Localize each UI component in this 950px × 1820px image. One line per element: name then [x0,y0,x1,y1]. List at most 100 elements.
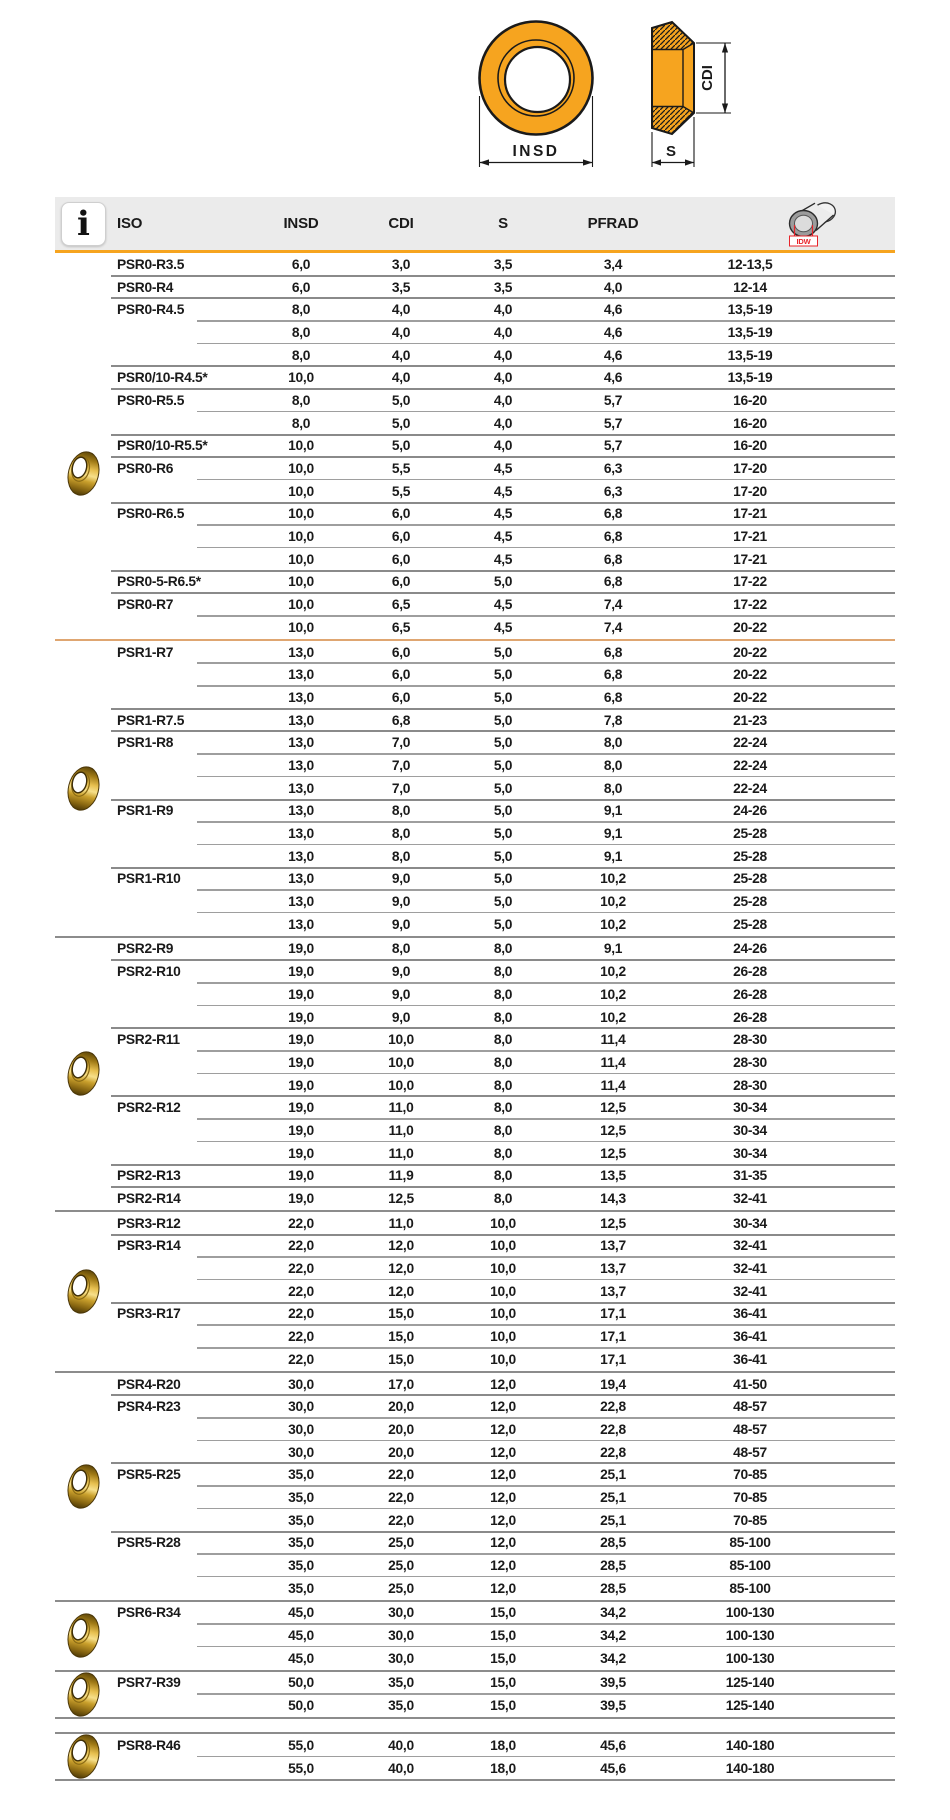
row-separator [197,320,895,322]
cell-pfrad: 5,7 [603,415,623,431]
workpiece-tube-icon: IDW [783,200,839,254]
cell-pfrad: 13,7 [600,1238,626,1254]
cell-pfrad: 7,4 [603,619,623,635]
row-separator [197,1693,895,1695]
insd-arrow-right-icon [583,159,593,166]
row-separator [111,1394,895,1397]
row-separator [197,1118,895,1120]
cell-s: 5,0 [493,735,513,751]
cell-cdi: 15,0 [388,1351,414,1367]
cell-idw: 31-35 [733,1168,767,1184]
row-separator [197,662,895,664]
insert-table: i ISO INSD CDI S PFRAD IDW PSR0-R3 [55,197,895,1782]
cell-insd: 10,0 [288,370,314,386]
row-separator [197,775,895,778]
row-separator [197,1645,895,1648]
row-separator [197,546,895,549]
row-separator [111,1301,895,1304]
cell-s: 15,0 [490,1698,516,1714]
cell-iso: PSR3-R14 [117,1238,181,1254]
cell-cdi: 6,5 [391,619,411,635]
cell-s: 10,0 [490,1283,516,1299]
cell-insd: 8,0 [291,415,311,431]
cell-pfrad: 10,2 [600,964,626,980]
cell-cdi: 22,0 [388,1512,414,1528]
cell-pfrad: 5,7 [603,392,623,408]
cell-idw: 17-21 [733,529,767,545]
cell-insd: 22,0 [288,1238,314,1254]
cell-cdi: 5,0 [391,392,411,408]
cell-iso: PSR4-R20 [117,1376,181,1392]
table-row: 13,0 8,0 5,0 9,1 25-28 [55,843,895,868]
insert-ring-icon [67,1463,100,1510]
cell-insd: 13,0 [288,916,314,932]
technical-drawings: INSD CDI S [0,0,950,197]
cell-pfrad: 28,5 [600,1558,626,1574]
table-row: 19,0 10,0 8,0 11,4 28-30 [55,1072,895,1097]
cell-s: 12,0 [490,1444,516,1460]
table-row: 22,0 15,0 10,0 17,1 36-41 [55,1347,895,1371]
cell-idw: 25-28 [733,916,767,932]
cell-insd: 19,0 [288,1009,314,1025]
cell-s: 8,0 [493,964,513,980]
cell-cdi: 12,0 [388,1283,414,1299]
insd-dimension-label: INSD [512,143,559,160]
cell-idw: 16-20 [733,392,767,408]
table-row: 8,0 4,0 4,0 4,6 13,5-19 [55,342,895,367]
cell-idw: 21-23 [733,712,767,728]
group-PSR8: PSR8-R46 55,0 40,0 18,0 45,6 140-180 55,0 40,0 1… [55,1732,895,1779]
cell-insd: 13,0 [288,826,314,842]
cell-insd: 19,0 [288,1100,314,1116]
cell-cdi: 6,0 [391,574,411,590]
idw-label: IDW [797,237,812,246]
row-separator [111,592,895,595]
cell-s: 5,0 [493,894,513,910]
cell-insd: 10,0 [288,597,314,613]
cell-s: 3,5 [493,279,513,295]
cell-cdi: 3,5 [391,279,411,295]
cell-idw: 25-28 [733,848,767,864]
cell-iso: PSR0-R4 [117,279,174,295]
insert-ring-icon [67,1612,100,1659]
cell-insd: 55,0 [288,1760,314,1776]
cell-insd: 13,0 [288,735,314,751]
cell-iso: PSR3-R12 [117,1215,181,1231]
insert-drawings-svg: INSD CDI S [478,20,731,167]
cell-s: 8,0 [493,941,513,957]
row-separator [197,889,895,891]
cell-insd: 10,0 [288,438,314,454]
cell-idw: 30-34 [733,1100,767,1116]
cell-iso: PSR7-R39 [117,1675,181,1691]
cell-pfrad: 6,8 [603,574,623,590]
cell-pfrad: 13,7 [600,1261,626,1277]
cell-idw: 22-24 [733,735,767,751]
cell-idw: 125-140 [725,1698,775,1714]
cell-iso: PSR0-R5.5 [117,392,185,408]
cell-idw: 70-85 [733,1512,767,1528]
cell-pfrad: 11,4 [600,1077,626,1093]
cell-idw: 32-41 [733,1261,767,1277]
cell-cdi: 8,0 [391,848,411,864]
col-header-insd: INSD [283,215,319,232]
cell-s: 8,0 [493,986,513,1002]
insert-ring-icon [67,765,100,812]
table-row: PSR4-R23 30,0 20,0 12,0 22,8 48-57 [55,1394,895,1418]
cell-idw: 30-34 [733,1122,767,1138]
cell-cdi: 7,0 [391,757,411,773]
group-PSR3: PSR3-R12 22,0 11,0 10,0 12,5 30-34 PSR3-R14 22,… [55,1209,895,1371]
cell-s: 4,5 [493,506,513,522]
cell-pfrad: 6,8 [603,529,623,545]
table-row: 13,0 7,0 5,0 8,0 22-24 [55,775,895,800]
cell-pfrad: 12,5 [600,1215,626,1231]
table-row: 10,0 6,5 4,5 7,4 20-22 [55,615,895,639]
cell-insd: 22,0 [288,1329,314,1345]
info-icon: i [61,201,106,246]
row-separator [111,1095,895,1098]
cell-pfrad: 10,2 [600,1009,626,1025]
row-separator [111,1530,895,1533]
table-row: 30,0 20,0 12,0 22,8 48-57 [55,1417,895,1441]
row-separator [197,524,895,526]
cell-cdi: 4,0 [391,302,411,318]
cell-s: 5,0 [493,826,513,842]
cell-insd: 22,0 [288,1215,314,1231]
